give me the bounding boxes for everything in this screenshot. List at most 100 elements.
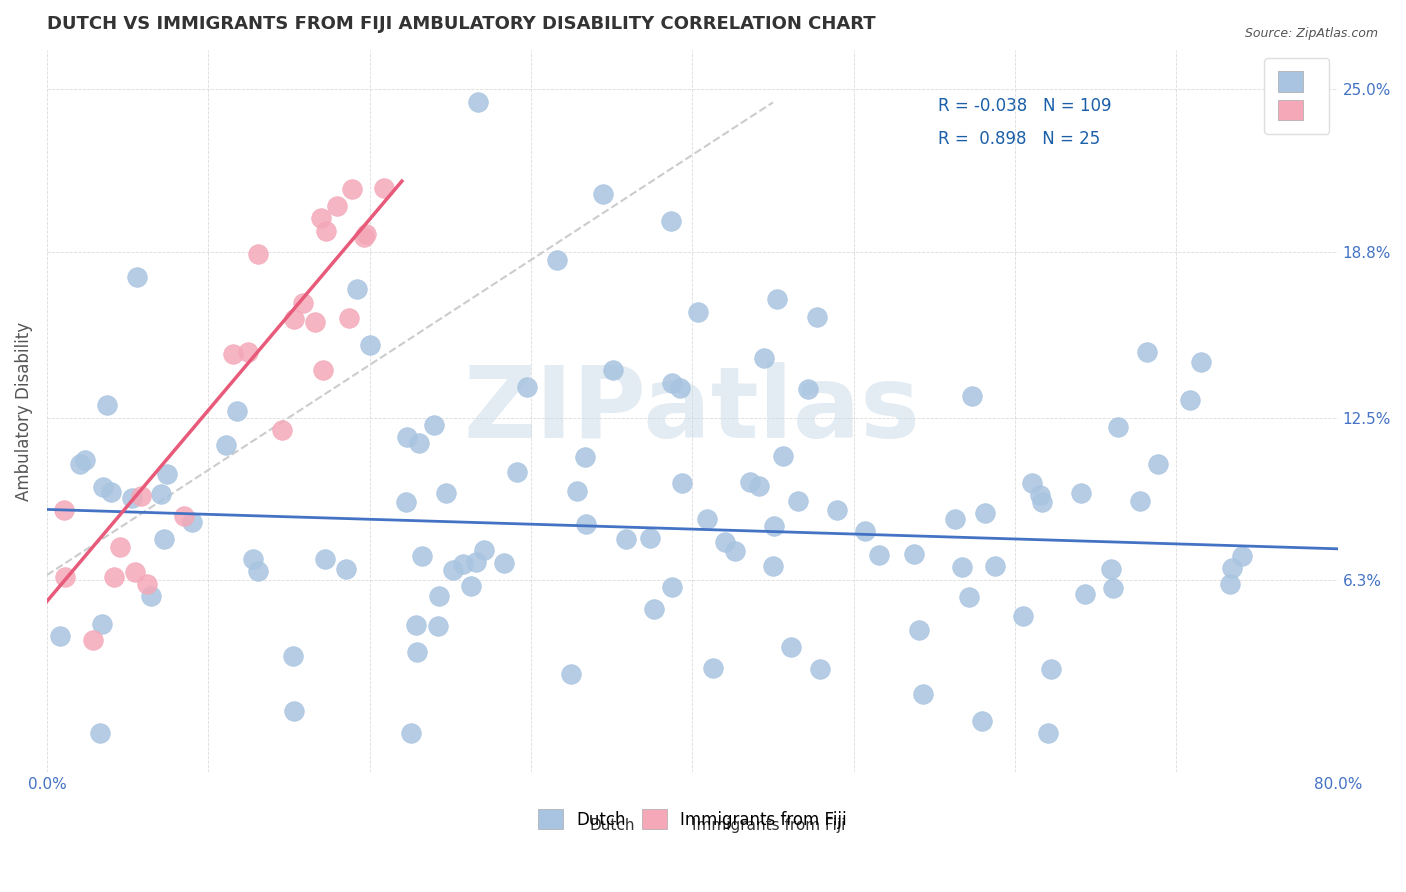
Point	[411, 549, 433, 563]
Point	[638, 531, 661, 545]
Point	[339, 311, 361, 326]
Point	[1029, 488, 1052, 502]
Point	[82, 632, 104, 647]
Point	[283, 312, 305, 326]
Point	[1232, 549, 1254, 563]
Point	[780, 640, 803, 655]
Point	[492, 557, 515, 571]
Point	[661, 580, 683, 594]
Point	[312, 363, 335, 377]
Point	[724, 543, 747, 558]
Point	[1189, 355, 1212, 369]
Point	[326, 198, 349, 212]
Point	[868, 548, 890, 562]
Point	[1220, 561, 1243, 575]
Point	[399, 725, 422, 739]
Y-axis label: Ambulatory Disability: Ambulatory Disability	[15, 321, 32, 500]
Point	[506, 465, 529, 479]
Point	[467, 95, 489, 110]
Point	[441, 563, 464, 577]
Point	[1107, 420, 1129, 434]
Point	[124, 565, 146, 579]
Point	[957, 590, 980, 604]
Point	[943, 512, 966, 526]
Point	[465, 555, 488, 569]
Point	[181, 515, 204, 529]
Point	[614, 533, 637, 547]
Point	[354, 227, 377, 241]
Point	[311, 211, 333, 225]
Point	[292, 295, 315, 310]
Point	[48, 629, 70, 643]
Point	[281, 648, 304, 663]
Point	[950, 560, 973, 574]
Point	[659, 213, 682, 227]
Point	[1031, 495, 1053, 509]
Point	[53, 503, 76, 517]
Point	[136, 576, 159, 591]
Point	[825, 502, 848, 516]
Point	[1021, 475, 1043, 490]
Point	[434, 486, 457, 500]
Point	[96, 398, 118, 412]
Point	[797, 382, 820, 396]
Point	[1040, 662, 1063, 676]
Point	[853, 524, 876, 538]
Text: ZIPatlas: ZIPatlas	[464, 362, 921, 459]
Point	[304, 315, 326, 329]
Point	[173, 509, 195, 524]
Point	[911, 687, 934, 701]
Point	[453, 557, 475, 571]
Point	[315, 224, 337, 238]
Point	[103, 569, 125, 583]
Point	[346, 282, 368, 296]
Text: Dutch: Dutch	[589, 818, 634, 833]
Point	[156, 467, 179, 482]
Point	[766, 293, 789, 307]
Point	[903, 548, 925, 562]
Point	[1070, 486, 1092, 500]
Point	[808, 662, 831, 676]
Point	[1036, 725, 1059, 739]
Point	[247, 565, 270, 579]
Point	[1129, 494, 1152, 508]
Point	[408, 436, 430, 450]
Point	[671, 475, 693, 490]
Point	[395, 495, 418, 509]
Point	[225, 404, 247, 418]
Point	[91, 617, 114, 632]
Point	[1074, 587, 1097, 601]
Point	[353, 230, 375, 244]
Point	[1147, 457, 1170, 471]
Point	[772, 450, 794, 464]
Point	[215, 437, 238, 451]
Point	[335, 562, 357, 576]
Point	[643, 602, 665, 616]
Legend: Dutch, Immigrants from Fiji: Dutch, Immigrants from Fiji	[531, 802, 853, 836]
Point	[696, 511, 718, 525]
Point	[565, 484, 588, 499]
Point	[560, 666, 582, 681]
Point	[405, 618, 427, 632]
Point	[75, 453, 97, 467]
Point	[669, 382, 692, 396]
Point	[359, 338, 381, 352]
Point	[984, 559, 1007, 574]
Point	[69, 457, 91, 471]
Point	[686, 305, 709, 319]
Point	[91, 480, 114, 494]
Point	[89, 725, 111, 739]
Text: R =  0.898   N = 25: R = 0.898 N = 25	[938, 129, 1099, 148]
Point	[121, 491, 143, 505]
Point	[1178, 393, 1201, 408]
Text: DUTCH VS IMMIGRANTS FROM FIJI AMBULATORY DISABILITY CORRELATION CHART: DUTCH VS IMMIGRANTS FROM FIJI AMBULATORY…	[46, 15, 876, 33]
Point	[427, 589, 450, 603]
Point	[129, 489, 152, 503]
Point	[422, 417, 444, 432]
Point	[460, 579, 482, 593]
Point	[1136, 344, 1159, 359]
Point	[472, 543, 495, 558]
Point	[340, 182, 363, 196]
Point	[575, 516, 598, 531]
Point	[150, 487, 173, 501]
